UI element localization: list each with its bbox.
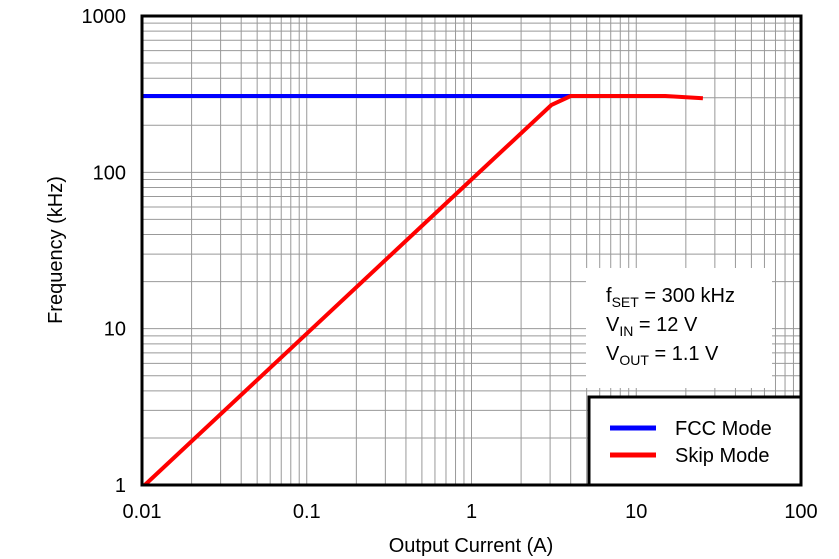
x-tick-label: 0.01 [123, 501, 162, 523]
x-tick-label: 1 [466, 501, 477, 523]
x-axis-ticks: 0.01 0.1 1 10 100 [123, 501, 818, 523]
y-axis-ticks: 1 10 100 1000 [82, 6, 127, 497]
annotation-line: VOUT = 1.1 V [606, 343, 719, 368]
y-tick-label: 1 [115, 475, 126, 497]
x-tick-label: 100 [784, 501, 817, 523]
legend-label: FCC Mode [675, 418, 772, 440]
annotation-line: fSET = 300 kHz [606, 285, 735, 310]
x-tick-label: 0.1 [293, 501, 321, 523]
legend: FCC Mode Skip Mode [587, 395, 803, 487]
y-tick-label: 10 [104, 319, 126, 341]
legend-label: Skip Mode [675, 445, 770, 467]
y-axis-label: Frequency (kHz) [45, 176, 67, 324]
x-tick-label: 10 [625, 501, 647, 523]
y-tick-label: 1000 [82, 6, 127, 28]
conditions-annotation: fSET = 300 kHz VIN = 12 V VOUT = 1.1 V [586, 268, 772, 388]
data-series [142, 94, 704, 487]
x-axis-label: Output Current (A) [389, 535, 554, 557]
annotation-line: VIN = 12 V [606, 314, 698, 339]
plot-frame [140, 14, 803, 487]
y-tick-label: 100 [93, 162, 126, 184]
series-skip-mode [143, 94, 704, 487]
